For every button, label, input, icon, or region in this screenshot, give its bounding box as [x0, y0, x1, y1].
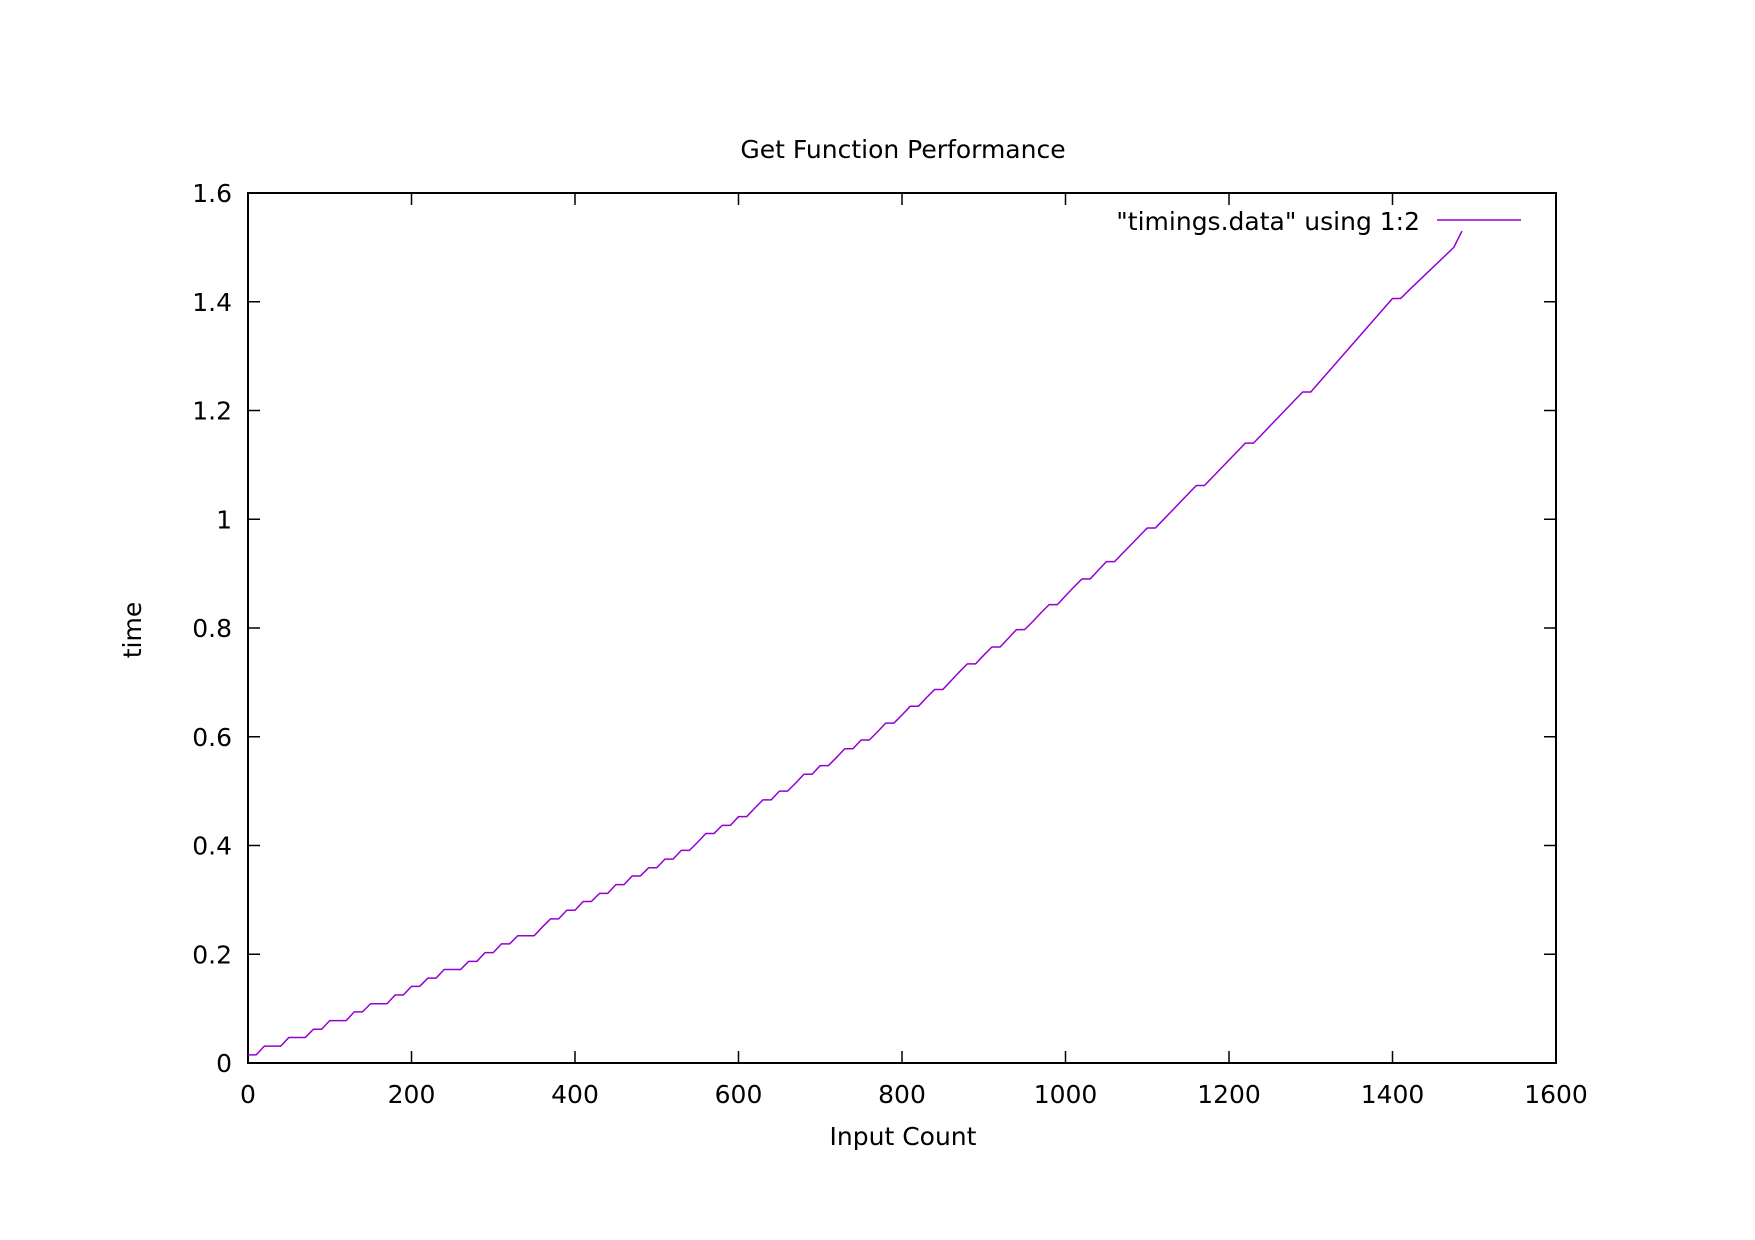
x-tick-label: 400 [551, 1080, 599, 1109]
x-tick-label: 1600 [1524, 1080, 1588, 1109]
x-tick-label: 0 [240, 1080, 256, 1109]
x-tick-label: 1400 [1361, 1080, 1425, 1109]
series-layer [248, 230, 1463, 1056]
x-tick-label: 1200 [1197, 1080, 1261, 1109]
y-tick-label: 0.2 [192, 940, 232, 969]
y-tick-label: 0.6 [192, 723, 232, 752]
y-tick-label: 1 [216, 505, 232, 534]
y-tick-label: 0 [216, 1049, 232, 1078]
y-tick-label: 1.2 [192, 397, 232, 426]
x-tick-label: 1000 [1034, 1080, 1098, 1109]
series-line-0 [248, 230, 1463, 1056]
legend-label: "timings.data" using 1:2 [1116, 207, 1420, 236]
y-axis-label: time [118, 602, 147, 658]
x-tick-label: 200 [388, 1080, 436, 1109]
chart-title: Get Function Performance [740, 135, 1065, 164]
x-tick-label: 800 [878, 1080, 926, 1109]
y-tick-label: 0.8 [192, 614, 232, 643]
x-tick-label: 600 [715, 1080, 763, 1109]
y-tick-label: 0.4 [192, 832, 232, 861]
axis-ticks: 0 200 400 600 800 1000 1200 1400 1600 0 0.2 0.4 0.6 0… [192, 179, 1588, 1109]
y-tick-label: 1.4 [192, 288, 232, 317]
y-tick-label: 1.6 [192, 179, 232, 208]
plot-area-border [247, 192, 1557, 1064]
x-axis-label: Input Count [830, 1122, 977, 1151]
legend: "timings.data" using 1:2 [1116, 207, 1521, 236]
